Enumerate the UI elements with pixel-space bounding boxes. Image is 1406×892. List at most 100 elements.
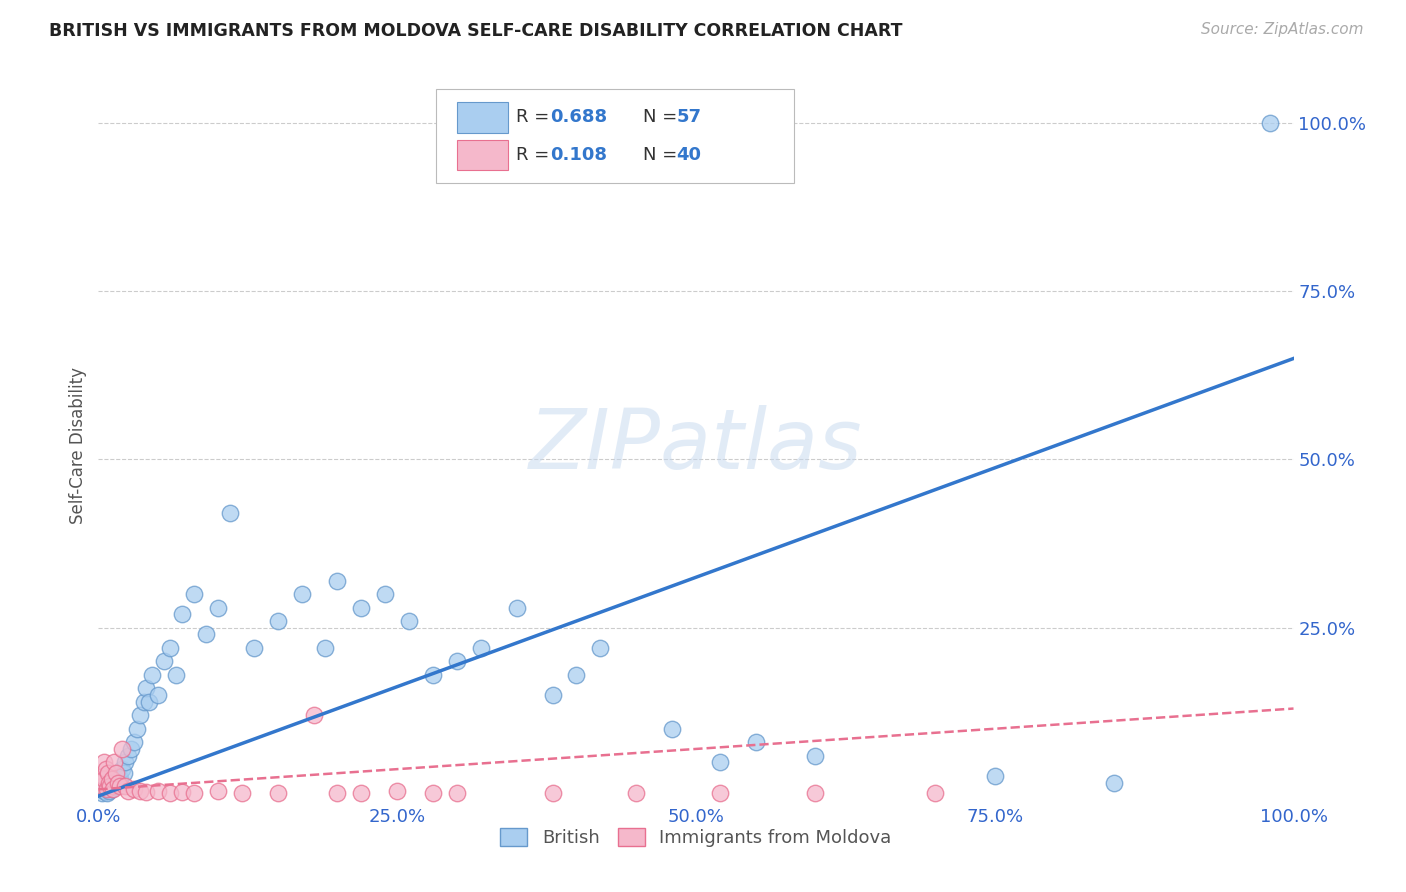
Point [219, 506, 242, 520]
Point [138, 695, 160, 709]
Point [709, 786, 731, 800]
Point [120, 742, 142, 756]
Point [565, 668, 588, 682]
Point [745, 735, 768, 749]
Point [101, 775, 124, 789]
Point [165, 668, 187, 682]
Point [111, 742, 134, 756]
Point [107, 769, 129, 783]
Point [94, 762, 117, 776]
Point [98, 779, 122, 793]
Text: 57: 57 [676, 109, 702, 127]
Point [231, 786, 253, 800]
Point [183, 786, 205, 800]
Point [97, 765, 120, 780]
Point [124, 782, 146, 797]
Point [385, 783, 409, 797]
Point [243, 640, 266, 655]
Point [506, 600, 529, 615]
Point [132, 695, 155, 709]
Point [984, 769, 1007, 783]
Point [315, 640, 337, 655]
Point [159, 640, 181, 655]
Point [91, 769, 114, 783]
Point [96, 782, 118, 797]
Text: N =: N = [643, 145, 683, 163]
Point [90, 775, 112, 789]
Point [98, 779, 122, 793]
Point [1104, 775, 1126, 789]
Text: 0.108: 0.108 [550, 145, 607, 163]
Point [398, 614, 420, 628]
Point [93, 772, 115, 787]
Point [125, 722, 148, 736]
Text: ZIPatlas: ZIPatlas [529, 406, 863, 486]
Point [541, 786, 564, 800]
Legend: British, Immigrants from Moldova: British, Immigrants from Moldova [494, 822, 898, 855]
Point [105, 765, 128, 780]
Point [589, 640, 612, 655]
Text: R =: R = [516, 145, 555, 163]
Point [661, 722, 683, 736]
Point [103, 779, 125, 793]
Point [302, 708, 325, 723]
Point [93, 756, 115, 770]
Point [470, 640, 492, 655]
Point [103, 756, 125, 770]
Text: BRITISH VS IMMIGRANTS FROM MOLDOVA SELF-CARE DISABILITY CORRELATION CHART: BRITISH VS IMMIGRANTS FROM MOLDOVA SELF-… [49, 22, 903, 40]
Point [148, 688, 170, 702]
Point [422, 786, 444, 800]
Point [117, 783, 139, 797]
Point [153, 655, 176, 669]
Text: 0.688: 0.688 [550, 109, 607, 127]
Text: R =: R = [516, 109, 555, 127]
Point [374, 587, 396, 601]
Point [804, 748, 827, 763]
Point [105, 772, 128, 787]
Y-axis label: Self-Care Disability: Self-Care Disability [69, 368, 87, 524]
Point [107, 775, 129, 789]
Point [100, 772, 122, 787]
Point [135, 785, 157, 799]
Point [129, 708, 152, 723]
Text: Source: ZipAtlas.com: Source: ZipAtlas.com [1201, 22, 1364, 37]
Point [446, 655, 468, 669]
Point [93, 783, 115, 797]
Point [350, 786, 373, 800]
Point [326, 786, 349, 800]
Point [207, 783, 229, 797]
Point [291, 587, 314, 601]
Point [350, 600, 373, 615]
Point [141, 668, 163, 682]
Point [1258, 116, 1281, 130]
Point [709, 756, 731, 770]
Point [541, 688, 564, 702]
Point [446, 786, 468, 800]
Point [207, 600, 229, 615]
Point [183, 587, 205, 601]
Point [159, 786, 181, 800]
Point [98, 775, 121, 789]
Point [924, 786, 946, 800]
Point [91, 779, 114, 793]
Point [96, 786, 118, 800]
Point [100, 782, 122, 797]
Text: N =: N = [643, 109, 683, 127]
Point [97, 780, 120, 795]
Point [91, 786, 114, 800]
Point [124, 735, 146, 749]
Point [114, 756, 136, 770]
Point [101, 782, 124, 797]
Point [94, 782, 117, 797]
Text: 40: 40 [676, 145, 702, 163]
Point [148, 783, 170, 797]
Point [422, 668, 444, 682]
Point [804, 786, 827, 800]
Point [267, 614, 290, 628]
Point [108, 772, 131, 787]
Point [98, 783, 121, 797]
Point [108, 779, 131, 793]
Point [117, 748, 139, 763]
Point [135, 681, 157, 696]
Point [172, 785, 194, 799]
